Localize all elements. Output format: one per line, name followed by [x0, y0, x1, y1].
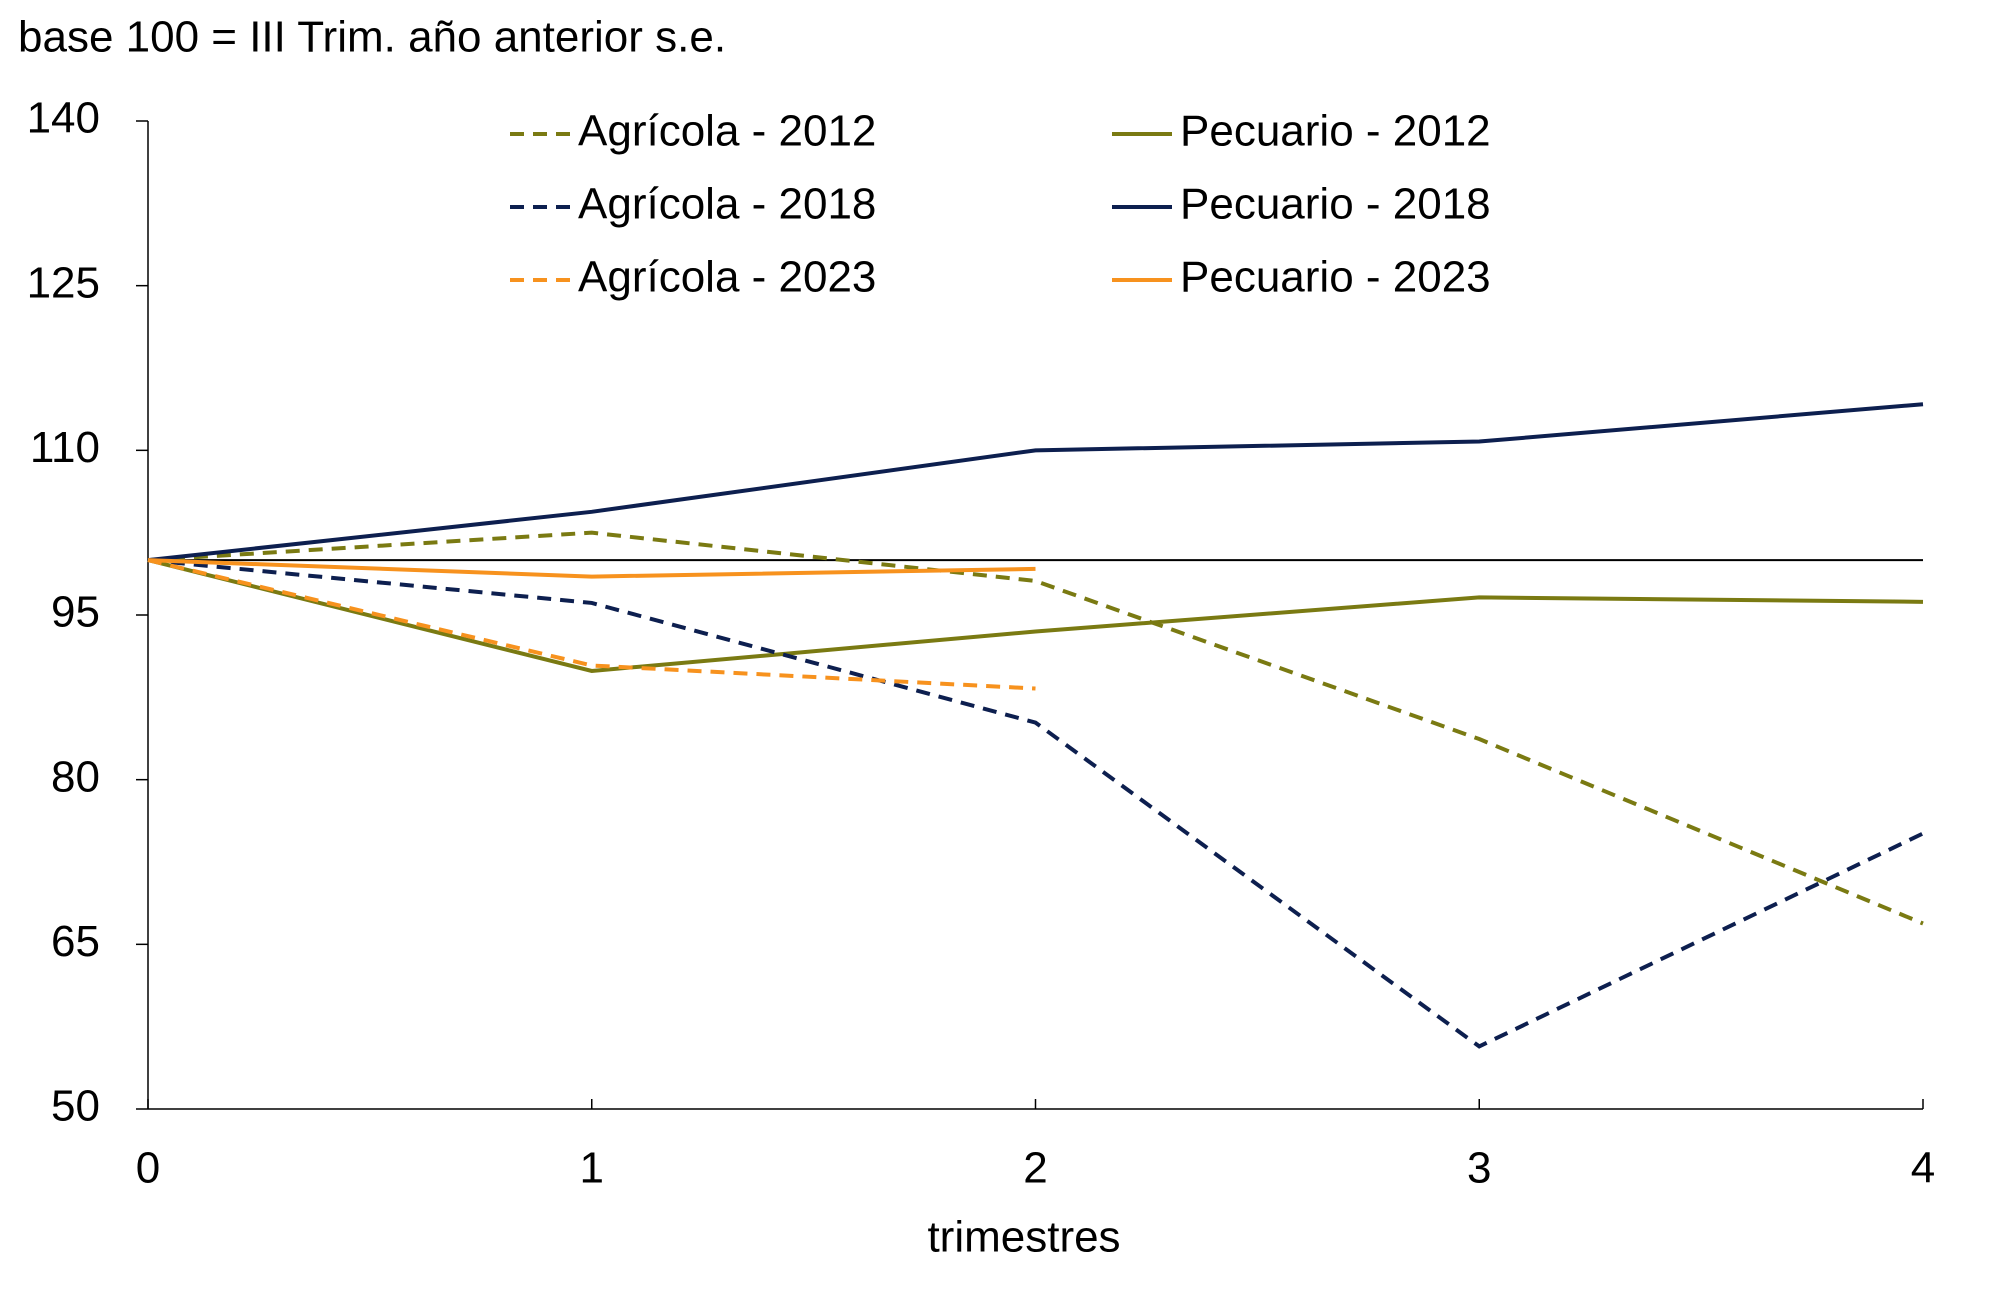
y-tick-label: 65	[51, 917, 100, 966]
x-tick-label: 3	[1467, 1144, 1491, 1193]
x-tick-label: 4	[1911, 1144, 1935, 1193]
y-tick-label: 95	[51, 588, 100, 637]
legend-label: Agrícola - 2023	[578, 253, 876, 302]
data-line	[147, 402, 1924, 563]
y-tick-label: 80	[51, 752, 100, 801]
legend-label: Pecuario - 2012	[1180, 107, 1491, 156]
legend-label: Pecuario - 2023	[1180, 253, 1491, 302]
data-line	[147, 558, 1924, 674]
x-tick-label: 2	[1023, 1144, 1047, 1193]
y-tick-label: 50	[51, 1082, 100, 1131]
y-tick-label: 140	[27, 94, 100, 143]
legend-label: Pecuario - 2018	[1180, 180, 1491, 229]
x-axis-label: trimestres	[927, 1213, 1120, 1262]
legend-label: Agrícola - 2012	[578, 107, 876, 156]
x-tick-label: 1	[580, 1144, 604, 1193]
data-line	[147, 530, 1924, 926]
x-tick-label: 0	[136, 1144, 160, 1193]
data-line	[147, 558, 1036, 579]
y-tick-label: 110	[30, 423, 100, 472]
chart-title: base 100 = III Trim. año anterior s.e.	[18, 13, 726, 62]
legend-label: Agrícola - 2018	[578, 180, 876, 229]
y-tick-label: 125	[27, 258, 100, 307]
data-line	[147, 558, 1924, 1049]
